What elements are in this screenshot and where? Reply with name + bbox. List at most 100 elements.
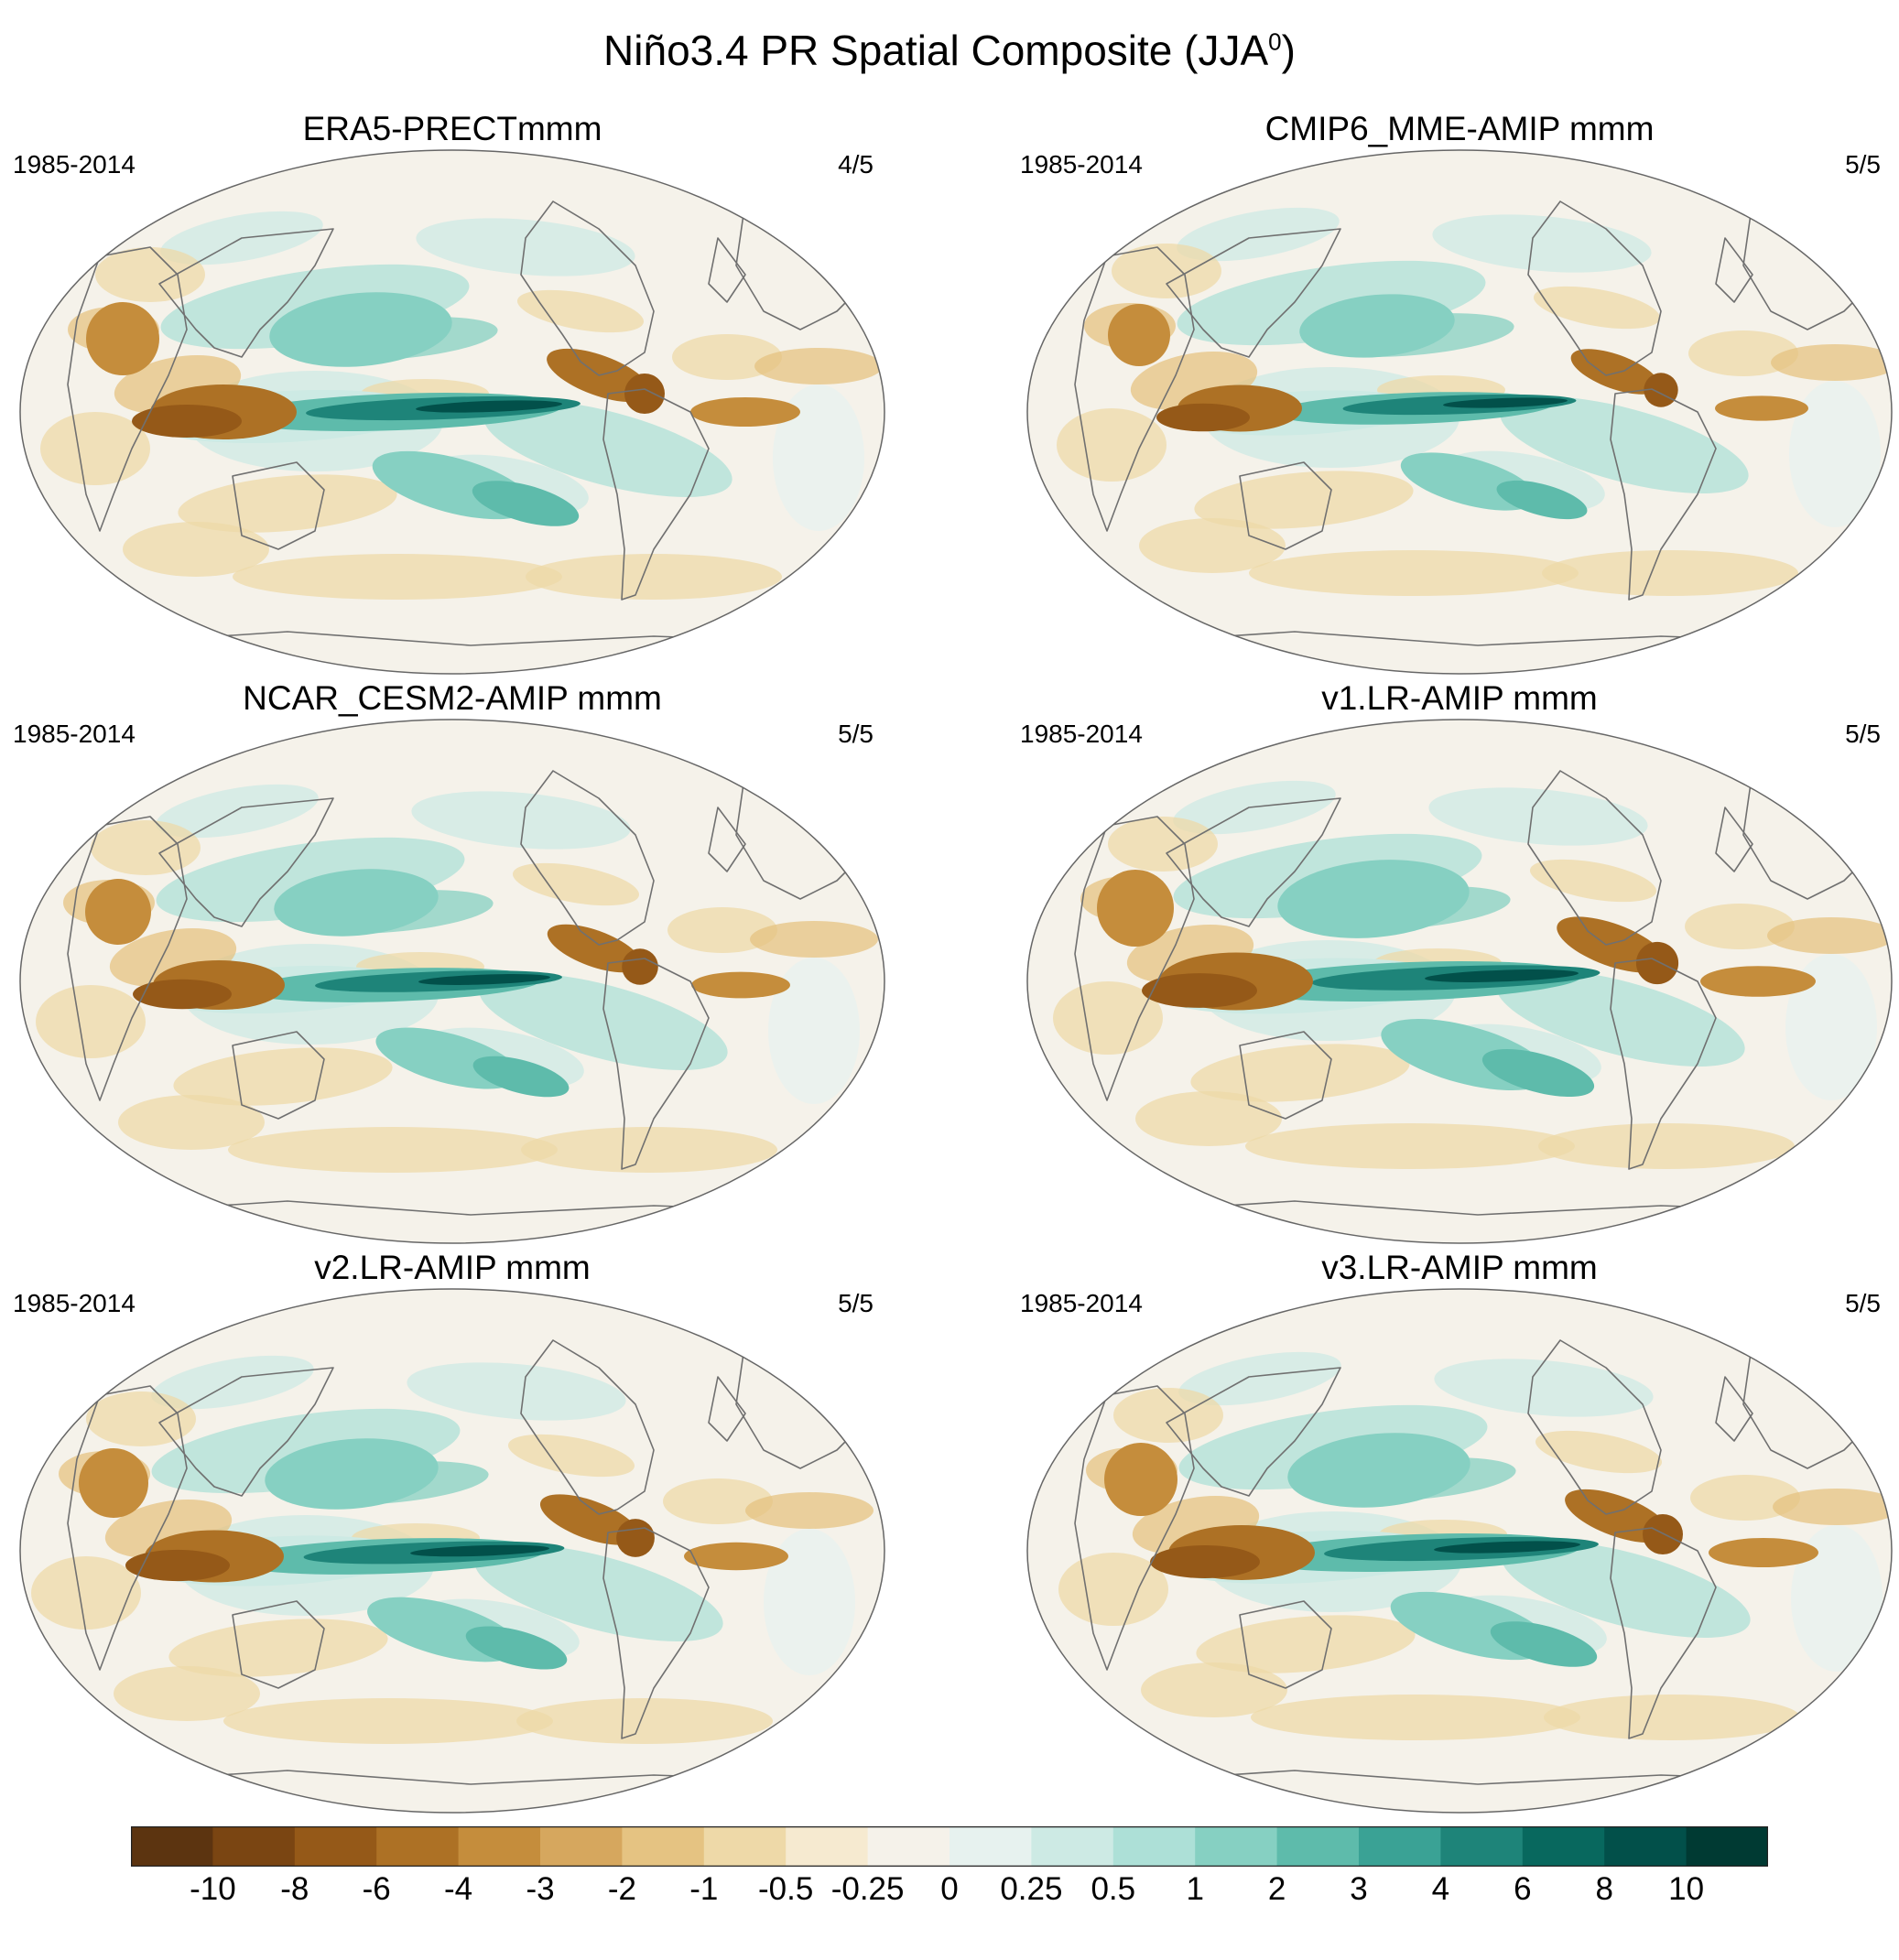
coastline xyxy=(708,1376,746,1442)
anomaly-core xyxy=(1635,941,1679,985)
colorbar-tick-label: 0.25 xyxy=(1000,1871,1063,1907)
anomaly-region xyxy=(1141,1662,1287,1717)
colorbar-tick-label: -6 xyxy=(362,1871,391,1907)
anomaly-region xyxy=(233,554,562,600)
coastline xyxy=(1239,461,1332,550)
anomaly-region xyxy=(40,412,150,485)
coastline xyxy=(158,797,334,927)
panel-title: v2.LR-AMIP mmm xyxy=(314,1249,591,1286)
map-field xyxy=(20,1289,884,1813)
anomaly-region xyxy=(1529,859,1657,903)
colorbar-bin xyxy=(540,1826,623,1867)
anomaly-region xyxy=(764,1529,855,1675)
anomaly-region xyxy=(411,791,631,850)
colorbar-bin xyxy=(867,1826,950,1867)
colorbar-tick-label: -2 xyxy=(607,1871,636,1907)
anomaly-core xyxy=(1287,1433,1470,1508)
colorbar-tick-label: 10 xyxy=(1668,1871,1705,1907)
figure-title-close: ) xyxy=(1281,27,1296,74)
anomaly-core xyxy=(1490,1621,1598,1667)
anomaly-region xyxy=(1502,1541,1751,1638)
anomaly-region xyxy=(1500,396,1749,493)
panel-fraction: 5/5 xyxy=(1845,150,1881,179)
coastline xyxy=(1074,816,1195,1101)
anomaly-region xyxy=(750,921,878,958)
anomaly-core xyxy=(690,397,800,427)
coastline xyxy=(67,246,188,532)
globe-outline xyxy=(1026,719,1893,1244)
anomaly-region xyxy=(1767,917,1892,954)
panel-fraction: 5/5 xyxy=(1845,720,1881,748)
colorbar-tick-label: -3 xyxy=(526,1871,555,1907)
figure-title-superscript: 0 xyxy=(1268,27,1282,56)
coastline xyxy=(1239,1600,1332,1689)
coastline xyxy=(67,816,188,1101)
anomaly-region xyxy=(36,985,146,1058)
anomaly-region xyxy=(416,218,635,276)
colorbar-tick-label: -8 xyxy=(280,1871,309,1907)
anomaly-core xyxy=(1443,397,1568,408)
anomaly-core xyxy=(1709,1538,1818,1567)
colorbar-tick-label: 4 xyxy=(1431,1871,1450,1907)
anomaly-core xyxy=(1434,1541,1580,1554)
anomaly-region xyxy=(173,1047,393,1106)
anomaly-region xyxy=(512,862,640,906)
coastline xyxy=(1527,770,1662,946)
anomaly-region xyxy=(1053,981,1163,1055)
coastline xyxy=(1166,1367,1341,1497)
coastline xyxy=(1715,807,1753,872)
anomaly-region xyxy=(1135,1091,1282,1146)
colorbar-tick-label: -0.5 xyxy=(758,1871,814,1907)
panel-years: 1985-2014 xyxy=(13,1289,136,1317)
panel-fraction: 5/5 xyxy=(1845,1289,1881,1317)
anomaly-region xyxy=(526,554,782,600)
anomaly-region xyxy=(479,973,728,1070)
anomaly-region xyxy=(1249,550,1579,596)
coastline xyxy=(232,461,325,550)
colorbar xyxy=(131,1826,1768,1867)
anomaly-region xyxy=(178,474,397,533)
colorbar-bin xyxy=(1195,1826,1278,1867)
anomaly-region xyxy=(516,1698,773,1744)
colorbar-bin xyxy=(1440,1826,1524,1867)
map-panel-ncar-cesm2: NCAR_CESM2-AMIP mmm 1985-2014 5/5 xyxy=(13,679,892,1247)
colorbar-tick-label: 0 xyxy=(940,1871,959,1907)
anomaly-region xyxy=(1542,550,1798,596)
anomaly-core xyxy=(1425,969,1579,982)
colorbar-bin xyxy=(294,1826,377,1867)
anomaly-region xyxy=(1690,1475,1800,1521)
panel-fraction: 4/5 xyxy=(838,150,874,179)
panel-fraction: 5/5 xyxy=(838,1289,874,1317)
coastline xyxy=(1610,388,1717,601)
coastline xyxy=(67,1385,188,1671)
panel-years: 1985-2014 xyxy=(1020,150,1143,179)
anomaly-region xyxy=(1544,1695,1800,1740)
anomaly-region xyxy=(407,1362,626,1421)
coastline xyxy=(708,237,746,303)
anomaly-core xyxy=(1496,480,1588,520)
coastline xyxy=(1166,228,1341,358)
anomaly-core xyxy=(684,1542,788,1571)
anomaly-region xyxy=(1245,1123,1575,1169)
panel-years: 1985-2014 xyxy=(1020,720,1143,748)
anomaly-region xyxy=(1538,1123,1795,1169)
anomaly-core xyxy=(472,1056,570,1098)
anomaly-region xyxy=(521,1127,777,1173)
coastline xyxy=(158,228,334,358)
globe-outline xyxy=(19,719,885,1244)
anomaly-region xyxy=(474,1544,723,1641)
panel-title: v3.LR-AMIP mmm xyxy=(1321,1249,1598,1286)
anomaly-region xyxy=(1434,1359,1654,1417)
anomaly-core xyxy=(125,1549,230,1582)
panel-fraction: 5/5 xyxy=(838,720,874,748)
anomaly-core xyxy=(1570,349,1660,395)
anomaly-region xyxy=(672,334,782,380)
colorbar-frame xyxy=(131,1826,1768,1867)
anomaly-region xyxy=(1688,330,1798,376)
colorbar-tick-label: -0.25 xyxy=(830,1871,905,1907)
colorbar-bin xyxy=(1112,1826,1196,1867)
anomaly-region xyxy=(1251,1695,1580,1740)
coastline xyxy=(1527,200,1662,376)
anomaly-region xyxy=(667,907,777,953)
anomaly-region xyxy=(1432,214,1652,273)
